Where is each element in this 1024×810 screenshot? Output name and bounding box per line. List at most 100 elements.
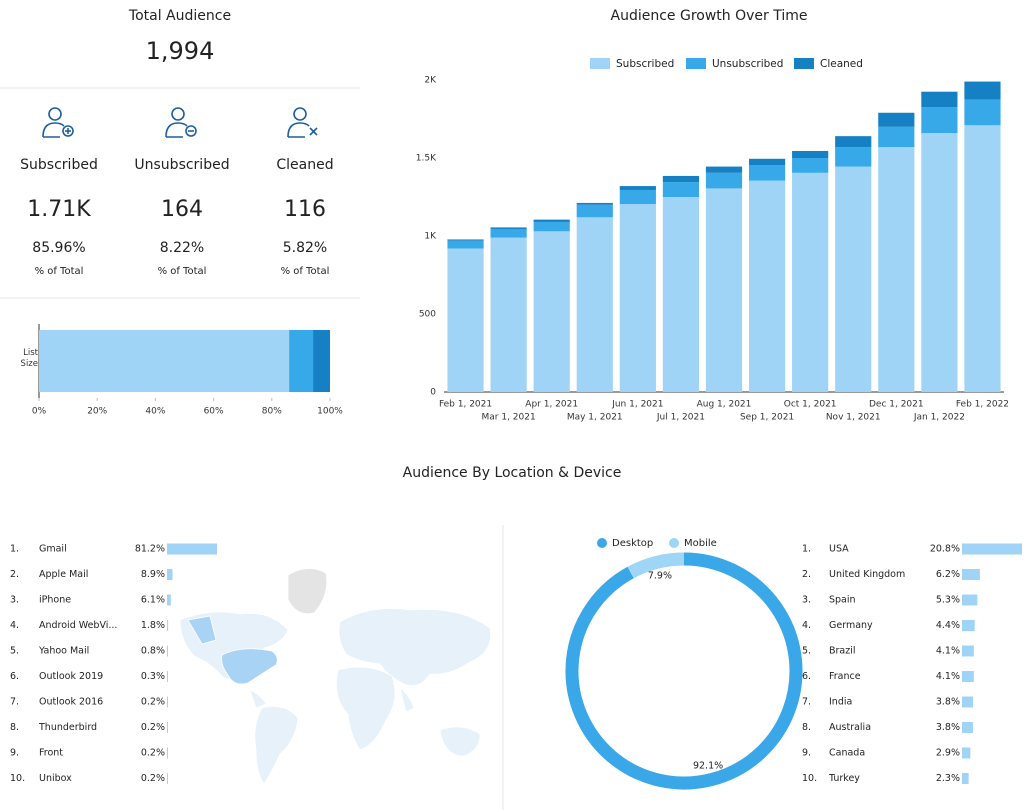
value-label: 2.9% <box>936 748 960 759</box>
category-label: iPhone <box>39 595 71 606</box>
bar-segment <box>792 172 829 392</box>
value-label: 7.9% <box>648 571 672 582</box>
kpi-value: 164 <box>161 197 203 222</box>
bar-segment <box>748 165 786 181</box>
bar <box>962 543 1022 555</box>
category-label: Front <box>39 748 63 759</box>
rank: 8. <box>802 722 811 733</box>
legend-label: Desktop <box>612 538 653 549</box>
category-label: USA <box>829 544 849 555</box>
rank: 5. <box>10 646 19 657</box>
bar <box>962 747 971 759</box>
bar-segment <box>619 204 656 392</box>
x-tick-label: Mar 1, 2021 <box>482 413 536 423</box>
rank: 2. <box>10 569 19 580</box>
kpi-note: % of Total <box>158 266 207 277</box>
bar-segment <box>619 189 656 205</box>
rank: 7. <box>10 697 19 708</box>
legend-dot <box>597 538 607 548</box>
bar-segment <box>289 330 314 392</box>
x-tick-label: Apr 1, 2021 <box>525 400 578 410</box>
bar-segment <box>662 182 700 197</box>
value-label: 1.8% <box>141 620 165 631</box>
bar-segment <box>705 188 743 392</box>
value-label: 0.2% <box>141 748 165 759</box>
value-label: 0.3% <box>141 671 165 682</box>
rank: 4. <box>802 620 811 631</box>
x-tick-label: Dec 1, 2021 <box>869 400 924 410</box>
value-label: 3.8% <box>936 697 960 708</box>
x-tick-label: Jan 1, 2022 <box>913 413 965 423</box>
x-tick-label: 40% <box>145 407 165 417</box>
section-title: Audience By Location & Device <box>403 465 622 481</box>
bar-segment <box>39 330 290 392</box>
kpi-percent: 8.22% <box>160 240 204 256</box>
kpi-value: 1.71K <box>27 197 91 222</box>
bar-segment <box>576 202 613 205</box>
legend-label: Cleaned <box>820 58 863 70</box>
bar-segment <box>878 147 915 392</box>
bar-segment <box>533 219 570 222</box>
y-tick-label: 0 <box>430 388 436 398</box>
kpi-percent: 5.82% <box>283 240 327 256</box>
bar-segment <box>490 228 527 238</box>
donut-segment <box>565 552 803 790</box>
category-label: Android WebVi... <box>39 620 117 631</box>
x-tick-label: Aug 1, 2021 <box>697 400 752 410</box>
legend-label: Unsubscribed <box>712 58 783 70</box>
value-label: 92.1% <box>693 760 723 771</box>
bar-segment <box>576 204 613 218</box>
legend-swatch <box>686 58 706 69</box>
bar-segment <box>964 125 1001 393</box>
y-tick-label: 1K <box>424 232 437 242</box>
chart-title: Audience Growth Over Time <box>611 8 808 24</box>
category-label: Spain <box>829 595 856 606</box>
category-label: Canada <box>829 748 865 759</box>
bar <box>962 569 980 580</box>
bar-segment <box>313 330 330 392</box>
bar <box>167 671 168 682</box>
bar-segment <box>619 186 656 190</box>
rank: 10. <box>802 773 817 784</box>
category-label: Apple Mail <box>39 569 88 580</box>
bar <box>167 747 168 759</box>
value-label: 5.3% <box>936 595 960 606</box>
bar-segment <box>921 107 958 134</box>
bar-segment <box>792 150 829 158</box>
category-label: Australia <box>829 722 871 733</box>
summary-title: Total Audience <box>128 8 231 24</box>
x-tick-label: Feb 1, 2022 <box>956 400 1009 410</box>
category-label: Outlook 2016 <box>39 697 103 708</box>
category-label: Outlook 2019 <box>39 671 103 682</box>
bar <box>962 594 978 606</box>
bar <box>167 569 173 580</box>
rank: 2. <box>802 569 811 580</box>
x-tick-label: 0% <box>32 407 47 417</box>
bar-segment <box>576 217 613 392</box>
category-label: India <box>829 697 852 708</box>
category-label: Brazil <box>829 646 856 657</box>
bar <box>962 620 975 631</box>
value-label: 3.8% <box>936 722 960 733</box>
category-label: France <box>829 671 861 682</box>
bar <box>167 773 168 784</box>
legend-dot <box>669 538 679 548</box>
legend-swatch <box>794 58 814 69</box>
bar-segment <box>447 240 484 249</box>
total-value: 1,994 <box>146 37 215 65</box>
bar <box>962 645 974 657</box>
bar-segment <box>878 112 915 127</box>
bar-segment <box>964 81 1001 100</box>
x-tick-label: Nov 1, 2021 <box>826 413 881 423</box>
bar-segment <box>835 136 872 148</box>
kpi-value: 116 <box>284 197 326 222</box>
value-label: 2.3% <box>936 773 960 784</box>
kpi-note: % of Total <box>35 266 84 277</box>
y-tick-label: 1.5K <box>416 154 437 164</box>
kpi-label: Cleaned <box>276 157 333 173</box>
x-tick-label: 80% <box>262 407 282 417</box>
world-map <box>179 568 491 785</box>
rank: 4. <box>10 620 19 631</box>
bar <box>167 594 171 606</box>
